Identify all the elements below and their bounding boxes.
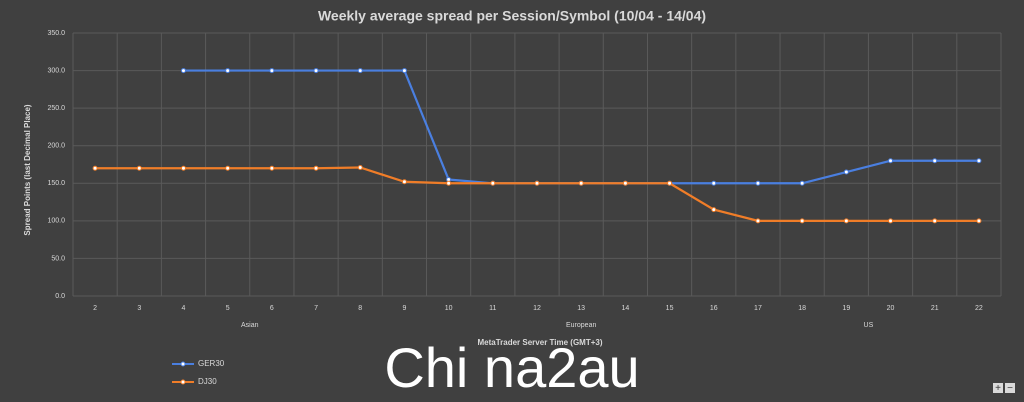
x-tick-label: 8 <box>358 305 362 312</box>
data-point <box>269 68 275 74</box>
data-point <box>136 165 142 171</box>
x-tick-label: 5 <box>226 305 230 312</box>
session-label: Asian <box>241 322 259 329</box>
x-tick-label: 18 <box>798 305 806 312</box>
data-point <box>313 68 319 74</box>
data-point <box>843 218 849 224</box>
data-point <box>401 179 407 185</box>
data-point <box>180 68 186 74</box>
data-point <box>401 68 407 74</box>
legend-marker <box>180 361 186 367</box>
session-label: US <box>864 322 874 329</box>
y-tick-label: 100.0 <box>47 218 65 225</box>
y-tick-label: 350.0 <box>47 30 65 37</box>
data-point <box>225 68 231 74</box>
x-tick-label: 10 <box>445 305 453 312</box>
x-tick-label: 15 <box>666 305 674 312</box>
y-tick-label: 300.0 <box>47 67 65 74</box>
x-tick-label: 20 <box>887 305 895 312</box>
data-point <box>622 180 628 186</box>
x-tick-label: 21 <box>931 305 939 312</box>
y-tick-label: 50.0 <box>51 255 65 262</box>
data-point <box>976 218 982 224</box>
data-point <box>490 180 496 186</box>
data-point <box>446 180 452 186</box>
x-tick-label: 9 <box>402 305 406 312</box>
data-point <box>755 218 761 224</box>
x-tick-label: 7 <box>314 305 318 312</box>
data-point <box>755 180 761 186</box>
zoom-in-button[interactable] <box>993 383 1003 393</box>
data-point <box>92 165 98 171</box>
x-tick-label: 3 <box>137 305 141 312</box>
y-axis-label: Spread Points (last Decimal Place) <box>23 104 32 235</box>
data-point <box>799 218 805 224</box>
y-tick-label: 150.0 <box>47 180 65 187</box>
data-point <box>843 169 849 175</box>
data-point <box>932 218 938 224</box>
plot-area: 0.0 50.0 100.0 150.0 200.0 250.0 300.0 350.0 2 3 4… <box>47 30 1002 386</box>
legend-label: DJ30 <box>198 377 217 386</box>
zoom-out-label[interactable]: − <box>1007 383 1013 394</box>
data-point <box>357 165 363 171</box>
data-point <box>225 165 231 171</box>
data-point <box>888 158 894 164</box>
y-tick-label: 250.0 <box>47 105 65 112</box>
data-point <box>799 180 805 186</box>
legend-label: GER30 <box>198 359 225 368</box>
data-point <box>269 165 275 171</box>
session-label: European <box>566 322 596 329</box>
x-tick-label: 17 <box>754 305 762 312</box>
data-point <box>180 165 186 171</box>
x-tick-label: 11 <box>489 305 496 312</box>
data-point <box>313 165 319 171</box>
y-tick-label: 0.0 <box>55 293 65 300</box>
data-point <box>711 207 717 213</box>
x-tick-label: 2 <box>93 305 97 312</box>
legend-marker <box>180 379 186 385</box>
data-point <box>667 180 673 186</box>
data-point <box>534 180 540 186</box>
chart-title: Weekly average spread per Session/Symbol… <box>318 8 706 24</box>
data-point <box>976 158 982 164</box>
x-tick-label: 13 <box>577 305 585 312</box>
x-tick-label: 22 <box>975 305 983 312</box>
x-tick-label: 4 <box>182 305 186 312</box>
x-axis-label: MetaTrader Server Time (GMT+3) <box>477 338 602 347</box>
data-point <box>711 180 717 186</box>
data-point <box>888 218 894 224</box>
x-tick-label: 6 <box>270 305 274 312</box>
x-tick-label: 12 <box>533 305 541 312</box>
data-point <box>578 180 584 186</box>
x-tick-label: 16 <box>710 305 718 312</box>
y-tick-label: 200.0 <box>47 143 65 150</box>
data-point <box>932 158 938 164</box>
zoom-in-label[interactable]: + <box>995 383 1001 394</box>
x-tick-label: 19 <box>842 305 850 312</box>
x-tick-label: 14 <box>621 305 629 312</box>
watermark: Chi na2au <box>384 336 639 399</box>
zoom-out-button[interactable] <box>1005 383 1015 393</box>
data-point <box>357 68 363 74</box>
